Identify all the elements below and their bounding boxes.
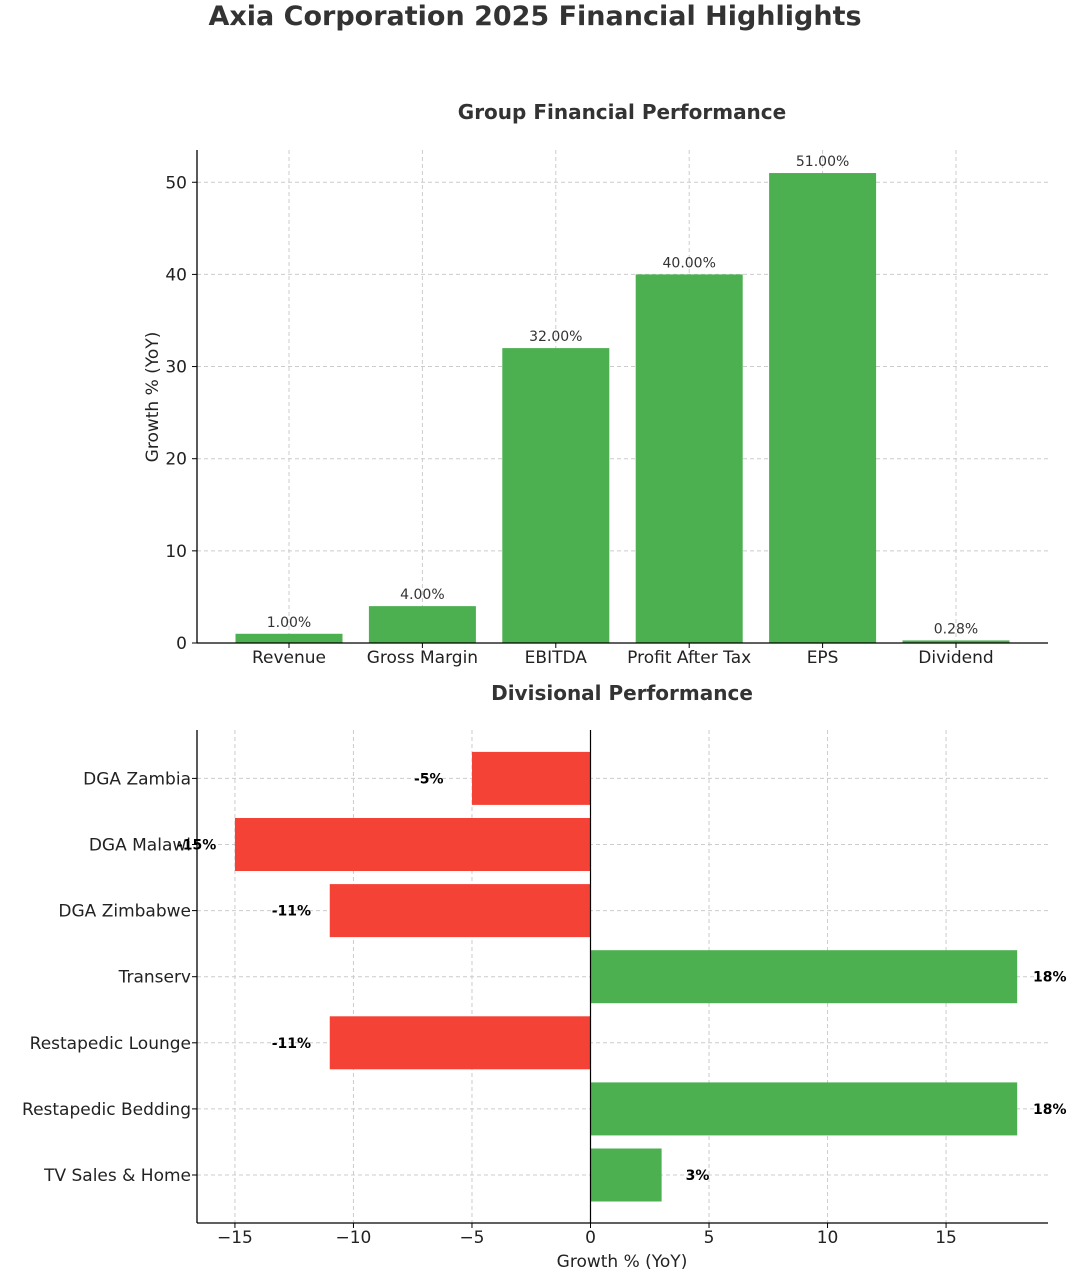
chart2-xtick-label: −5 (459, 1228, 484, 1248)
bar-value-label: 1.00% (267, 615, 311, 631)
hbar-value-label: -11% (272, 1036, 311, 1052)
chart2-ytick-label: Transerv (118, 968, 191, 988)
bar-dividend (902, 640, 1010, 643)
chart2-ytick-label: Restapedic Bedding (22, 1100, 191, 1120)
chart2-xtick-label: −10 (336, 1228, 372, 1248)
chart2-ytick-label: DGA Zambia (83, 769, 191, 789)
chart2-ytick-label: TV Sales & Home (43, 1166, 191, 1186)
chart1-xtick-label: Profit After Tax (627, 648, 751, 668)
chart1-ytick-label: 40 (165, 265, 187, 285)
hbar-value-label: -11% (272, 904, 311, 920)
hbar-restapedic-lounge (329, 1016, 591, 1070)
chart1-ytick-label: 10 (165, 542, 187, 562)
chart1-xtick-label: Gross Margin (367, 648, 478, 668)
chart2-ytick-label: DGA Malawi (89, 836, 191, 856)
bar-revenue (235, 633, 343, 643)
hbar-dga-malawi (234, 818, 591, 871)
chart2-xtick-label: 10 (817, 1228, 839, 1248)
hbar-restapedic-bedding (590, 1082, 1018, 1136)
bar-gross-margin (368, 606, 476, 643)
chart1-ytick-label: 0 (176, 634, 187, 654)
hbar-value-label: -15% (177, 838, 216, 854)
hbar-transerv (590, 950, 1018, 1004)
hbar-tv-sales-home (590, 1148, 662, 1202)
chart2-ytick-label: DGA Zimbabwe (58, 902, 191, 922)
bar-value-label: 51.00% (796, 154, 849, 170)
hbar-value-label: -5% (414, 771, 444, 787)
chart2-xtick-label: 15 (935, 1228, 957, 1248)
group-performance-chart: Group Financial Performance 1.00% 4.00% 32.… (143, 100, 1048, 668)
bar-value-label: 40.00% (663, 255, 716, 271)
chart2-xtick-label: 5 (704, 1228, 715, 1248)
hbar-value-label: 18% (1033, 1102, 1067, 1118)
figure-title-text: Axia Corporation 2025 Financial Highligh… (208, 1, 862, 32)
chart1-ylabel: Growth % (YoY) (143, 332, 163, 463)
chart1-xtick-label: Dividend (918, 648, 993, 668)
chart1-ytick-label: 20 (165, 450, 187, 470)
chart1-title: Group Financial Performance (458, 100, 786, 124)
bar-eps (769, 173, 877, 643)
hbar-dga-zambia (471, 751, 591, 805)
bar-profit-after-tax (635, 274, 743, 643)
chart2-title: Divisional Performance (491, 681, 753, 705)
chart1-xtick-label: EPS (807, 648, 839, 668)
chart2-ytick-label: Restapedic Lounge (30, 1034, 191, 1054)
bar-value-label: 0.28% (934, 621, 978, 637)
chart2-xtick-label: 0 (585, 1228, 596, 1248)
chart2-xtick-label: −15 (217, 1228, 253, 1248)
bar-value-label: 32.00% (529, 329, 582, 345)
chart1-ytick-label: 50 (165, 173, 187, 193)
hbar-value-label: 3% (686, 1168, 710, 1184)
hbar-value-label: 18% (1033, 970, 1067, 986)
bar-value-label: 4.00% (400, 587, 444, 603)
hbar-dga-zimbabwe (329, 884, 591, 938)
chart2-xlabel: Growth % (YoY) (557, 1252, 688, 1272)
chart1-ytick-label: 30 (165, 358, 187, 378)
bar-ebitda (502, 348, 610, 643)
chart1-xtick-label: EBITDA (525, 648, 588, 668)
chart1-xtick-label: Revenue (252, 648, 326, 668)
figure-title: Axia Corporation 2025 Financial Highligh… (0, 0, 1080, 34)
